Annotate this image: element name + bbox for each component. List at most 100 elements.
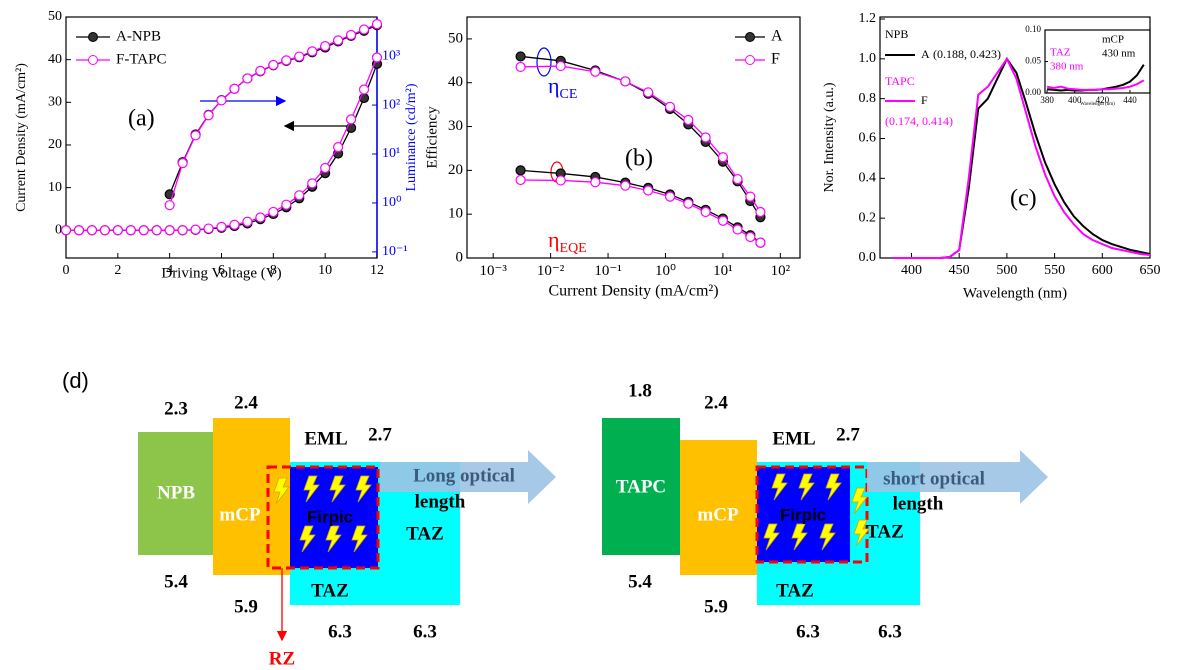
marker bbox=[99, 225, 110, 236]
marker bbox=[590, 177, 601, 188]
energy-level: 6.3 bbox=[328, 621, 352, 642]
legend-label: F bbox=[771, 51, 780, 68]
marker bbox=[216, 221, 227, 232]
marker bbox=[620, 76, 631, 87]
layer-label: EML bbox=[772, 428, 815, 449]
efficiency-subscript: EQE bbox=[560, 241, 587, 256]
energy-level: 2.3 bbox=[164, 398, 188, 419]
layer bbox=[138, 432, 213, 555]
marker bbox=[229, 83, 240, 94]
energy-level: 5.9 bbox=[234, 596, 258, 617]
marker bbox=[125, 225, 136, 236]
arrow bbox=[380, 450, 556, 504]
layer-label: TAZ bbox=[406, 523, 444, 544]
marker bbox=[177, 225, 188, 236]
y-tick-label: 20 bbox=[448, 162, 463, 178]
chart-3: 380 400 420 440 0.00 0.05 0.10 Wavelength (nm) T… bbox=[1025, 24, 1151, 107]
arrow-label: short optical bbox=[883, 468, 985, 489]
annotation: TAZ bbox=[1050, 47, 1071, 59]
marker bbox=[683, 198, 694, 209]
marker bbox=[190, 224, 201, 235]
marker bbox=[60, 225, 72, 236]
marker bbox=[86, 225, 98, 236]
series-line bbox=[66, 57, 378, 231]
layer-label: TAZ bbox=[311, 580, 349, 601]
y-tick-label: 10 bbox=[448, 206, 463, 222]
layer bbox=[680, 440, 757, 575]
x-tick-label: 400 bbox=[1068, 95, 1082, 105]
marker bbox=[515, 174, 526, 186]
marker bbox=[203, 110, 214, 121]
marker bbox=[216, 95, 227, 106]
energy-level: 5.9 bbox=[704, 596, 728, 617]
energy-level: 5.4 bbox=[628, 571, 652, 592]
efficiency-subscript: CE bbox=[560, 87, 578, 102]
marker bbox=[73, 225, 85, 236]
marker bbox=[190, 130, 201, 141]
marker bbox=[732, 224, 743, 235]
y-tick-label: 0.10 bbox=[1025, 24, 1041, 34]
marker bbox=[515, 61, 526, 73]
y-tick-label: 0.4 bbox=[859, 171, 877, 186]
marker bbox=[732, 174, 743, 185]
series-line bbox=[1046, 79, 1145, 91]
plot-frame bbox=[466, 16, 801, 259]
marker bbox=[664, 101, 676, 112]
marker bbox=[717, 215, 729, 226]
arrow bbox=[867, 450, 1048, 504]
marker bbox=[203, 223, 214, 234]
y-tick-label: 0 bbox=[55, 222, 62, 237]
y-axis-label: Current Density (mA/cm²) bbox=[14, 63, 29, 212]
marker bbox=[320, 41, 331, 52]
marker bbox=[151, 225, 162, 236]
marker bbox=[268, 206, 279, 218]
series-line bbox=[169, 24, 378, 195]
marker bbox=[745, 231, 756, 243]
efficiency-label: ηEQE bbox=[548, 227, 587, 256]
marker bbox=[755, 237, 766, 248]
y-tick-label: 0.00 bbox=[1025, 87, 1041, 97]
legend-marker bbox=[88, 55, 98, 65]
energy-level: 1.8 bbox=[628, 380, 652, 401]
layer-label: TAZ bbox=[866, 521, 904, 542]
legend-label: A bbox=[921, 47, 930, 61]
y-tick-label: 0.8 bbox=[859, 91, 877, 106]
ellipse bbox=[536, 47, 552, 77]
x-tick-label: 380 bbox=[1040, 95, 1054, 105]
recombination-zone bbox=[755, 465, 869, 564]
marker bbox=[717, 152, 729, 163]
y-tick-label: 1.0 bbox=[859, 51, 877, 66]
marker bbox=[643, 185, 654, 196]
x-tick-label: 12 bbox=[370, 263, 384, 278]
layer-label: TAZ bbox=[776, 580, 814, 601]
y-axis-label: Efficiency bbox=[424, 106, 440, 169]
marker bbox=[745, 191, 756, 202]
marker bbox=[358, 24, 370, 35]
x-tick-label: 8 bbox=[270, 263, 277, 278]
legend-marker bbox=[745, 32, 755, 42]
diagram-left: NPB 2.3 5.4 mCP 2.4 5.9 EML 2.7 Firpic T… bbox=[138, 392, 556, 669]
y2-axis-label: Luminance (cd/m²) bbox=[404, 83, 419, 191]
x-tick-label: 10⁰ bbox=[655, 263, 676, 279]
annotation: (0.174, 0.414) bbox=[885, 114, 953, 128]
layer-label: Firpic bbox=[307, 507, 353, 526]
y-tick-label: 50 bbox=[448, 30, 463, 46]
legend-label: A bbox=[771, 28, 783, 45]
marker bbox=[294, 190, 305, 201]
marker bbox=[242, 73, 253, 84]
marker bbox=[255, 212, 266, 223]
x-tick-label: 600 bbox=[1092, 263, 1113, 278]
legend-label: A-NPB bbox=[116, 28, 161, 44]
x-tick-label: 650 bbox=[1140, 263, 1161, 278]
x-tick-label: 400 bbox=[901, 263, 922, 278]
efficiency-symbol: η bbox=[548, 227, 560, 252]
marker bbox=[358, 84, 370, 95]
annotation: 430 nm bbox=[1102, 48, 1136, 60]
energy-level: 6.3 bbox=[413, 621, 437, 642]
marker bbox=[307, 46, 318, 57]
marker bbox=[281, 199, 292, 210]
marker bbox=[371, 52, 383, 63]
layer-label: Firpic bbox=[780, 505, 826, 524]
marker bbox=[515, 51, 526, 62]
